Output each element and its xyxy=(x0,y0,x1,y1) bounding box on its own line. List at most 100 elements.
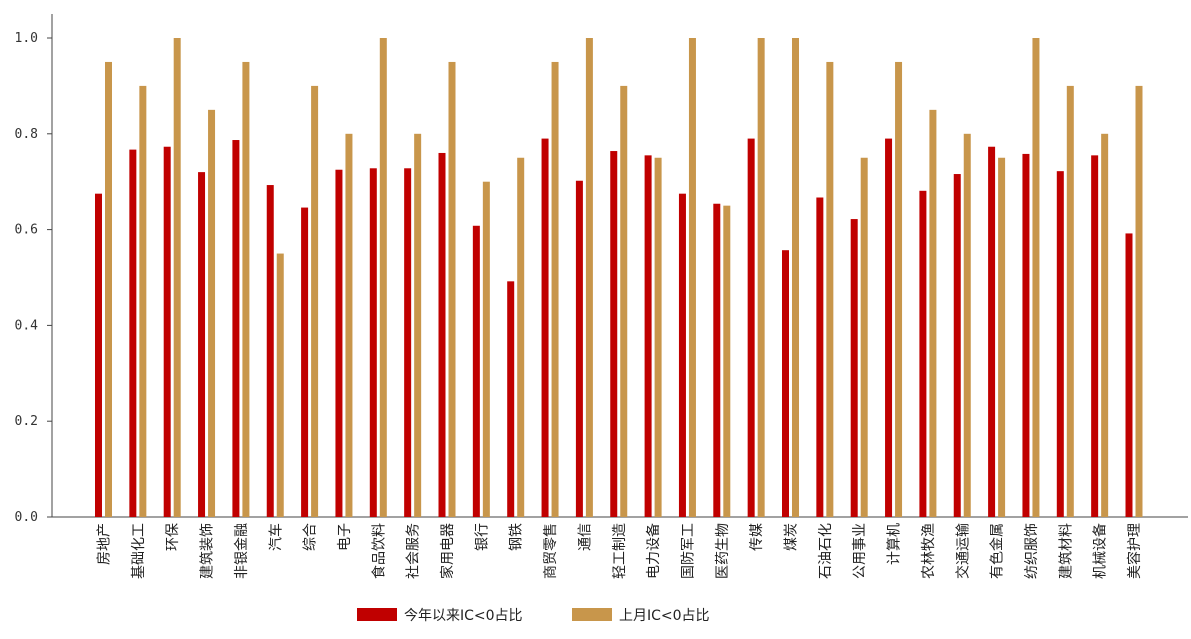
x-tick-label: 电力设备 xyxy=(645,523,662,579)
y-tick-label: 0.8 xyxy=(15,127,38,142)
bar-ytd-21 xyxy=(782,250,789,517)
bar-ytd-7 xyxy=(301,207,309,518)
x-tick-label: 公用事业 xyxy=(852,523,868,579)
bar-ytd-12 xyxy=(472,225,480,517)
x-tick-label: 煤炭 xyxy=(784,523,800,551)
bar-ytd-11 xyxy=(438,152,446,517)
bar-last-month-1 xyxy=(105,61,112,517)
legend: 今年以来IC<0占比 上月IC<0占比 xyxy=(357,608,710,624)
bar-last-month-6 xyxy=(276,253,284,518)
bar-ytd-14 xyxy=(541,138,549,517)
x-tick-label: 建筑材料 xyxy=(1058,523,1074,579)
bar-last-month-14 xyxy=(551,61,559,517)
bar-ytd-15 xyxy=(575,180,583,517)
bar-last-month-8 xyxy=(345,133,353,518)
bars-group xyxy=(95,38,1143,518)
bar-last-month-15 xyxy=(585,38,593,517)
bar-ytd-26 xyxy=(953,174,961,517)
bar-ytd-2 xyxy=(129,149,137,517)
y-axis: 0.0 0.2 0.4 0.6 0.8 1.0 xyxy=(15,14,53,525)
bar-last-month-12 xyxy=(482,181,490,517)
x-tick-label: 汽车 xyxy=(267,523,284,551)
bar-last-month-5 xyxy=(242,61,250,517)
bar-ytd-22 xyxy=(816,197,824,517)
bar-last-month-13 xyxy=(517,157,525,517)
bar-ytd-19 xyxy=(713,203,721,517)
bar-last-month-23 xyxy=(860,157,868,517)
x-tick-label: 机械设备 xyxy=(1092,523,1109,579)
bar-last-month-22 xyxy=(826,61,834,517)
bar-last-month-3 xyxy=(173,38,181,517)
legend-swatch-last-month xyxy=(572,608,612,621)
x-tick-label: 医药生物 xyxy=(715,523,731,579)
bar-last-month-25 xyxy=(929,109,937,517)
y-tick-label: 0.4 xyxy=(15,318,39,333)
bar-ytd-25 xyxy=(919,190,927,517)
x-tick-label: 美容护理 xyxy=(1126,523,1143,579)
bar-last-month-30 xyxy=(1101,133,1109,518)
bar-ytd-30 xyxy=(1091,155,1099,518)
x-tick-label: 有色金属 xyxy=(989,523,1006,579)
x-tick-label: 社会服务 xyxy=(406,523,422,579)
bar-ytd-23 xyxy=(850,219,858,517)
x-tick-label: 农林牧渔 xyxy=(921,523,937,579)
bar-last-month-28 xyxy=(1032,38,1040,517)
x-tick-label: 传媒 xyxy=(749,523,765,551)
y-tick-label: 0.6 xyxy=(15,223,38,238)
x-tick-label: 轻工制造 xyxy=(612,523,628,579)
bar-last-month-27 xyxy=(998,157,1006,517)
y-tick-label: 1.0 xyxy=(15,31,38,46)
x-tick-label: 家用电器 xyxy=(439,523,456,579)
x-tick-label: 交通运输 xyxy=(954,523,971,579)
x-tick-label: 环保 xyxy=(165,523,181,551)
legend-label-last-month: 上月IC<0占比 xyxy=(619,608,710,624)
bar-ytd-16 xyxy=(610,151,618,517)
legend-swatch-ytd xyxy=(357,608,397,621)
bar-ytd-18 xyxy=(678,193,686,518)
bar-ytd-31 xyxy=(1125,233,1133,517)
y-tick-label: 0.2 xyxy=(15,414,38,429)
bar-ytd-1 xyxy=(95,193,102,518)
bar-last-month-11 xyxy=(448,61,456,517)
bar-last-month-4 xyxy=(208,109,216,517)
bar-last-month-2 xyxy=(139,85,147,518)
bar-last-month-20 xyxy=(757,38,765,517)
x-tick-label: 商贸零售 xyxy=(543,523,559,579)
x-tick-label: 钢铁 xyxy=(509,523,525,551)
bar-ytd-24 xyxy=(885,138,893,517)
category-labels: 房地产 基础化工 环保 建筑装饰 非银金融 汽车 综合 电子 食品饮料 社会服务 家用电器 银行 钢铁商… xyxy=(97,523,1144,579)
x-tick-label: 食品饮料 xyxy=(370,523,387,579)
bar-ytd-27 xyxy=(988,146,996,517)
bar-ytd-4 xyxy=(198,172,206,517)
bar-last-month-10 xyxy=(414,133,422,518)
bar-ytd-20 xyxy=(747,138,755,517)
bar-ytd-13 xyxy=(507,281,515,517)
bar-ytd-10 xyxy=(404,168,412,517)
x-tick-label: 综合 xyxy=(303,523,319,551)
bar-ytd-8 xyxy=(335,169,343,517)
x-tick-label: 建筑装饰 xyxy=(200,523,216,579)
x-tick-label: 计算机 xyxy=(887,523,903,565)
x-tick-label: 石油石化 xyxy=(818,523,834,579)
bar-last-month-16 xyxy=(620,85,628,518)
x-tick-label: 电子 xyxy=(337,523,353,551)
y-tick-label: 0.0 xyxy=(15,510,38,525)
bar-ytd-3 xyxy=(163,146,171,517)
bar-last-month-31 xyxy=(1135,85,1143,518)
bar-last-month-9 xyxy=(379,38,387,517)
x-tick-label: 基础化工 xyxy=(130,523,147,579)
bar-ytd-6 xyxy=(266,185,274,518)
x-tick-label: 通信 xyxy=(577,523,593,551)
bar-last-month-24 xyxy=(895,61,903,517)
x-tick-label: 非银金融 xyxy=(234,523,250,579)
x-tick-label: 银行 xyxy=(474,523,490,551)
bar-ytd-29 xyxy=(1056,171,1064,518)
bar-ytd-9 xyxy=(369,168,377,517)
legend-label-ytd: 今年以来IC<0占比 xyxy=(404,608,523,624)
x-tick-label: 房地产 xyxy=(97,523,113,565)
x-tick-label: 纺织服饰 xyxy=(1024,523,1040,579)
bar-last-month-18 xyxy=(688,38,696,517)
bar-ytd-5 xyxy=(232,140,240,518)
bar-last-month-19 xyxy=(723,205,731,517)
